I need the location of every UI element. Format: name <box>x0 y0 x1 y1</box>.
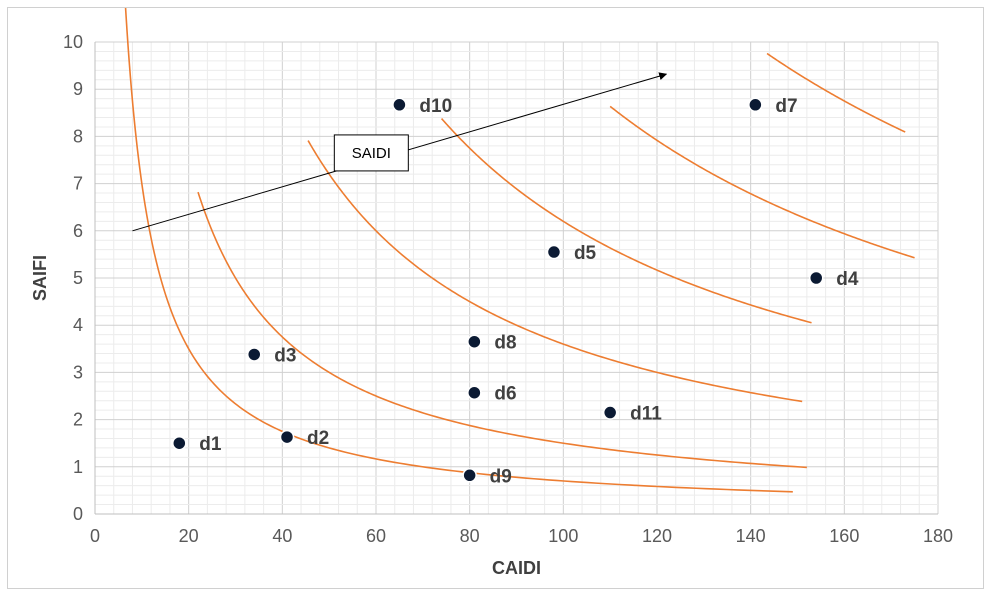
axes: 0 20 40 60 80 100 120 140 160 180 0 1 2 3 4 5 6 7 8 9 10 <box>63 32 953 546</box>
y-tick-label: 9 <box>73 79 83 99</box>
data-points: d1 d2 d3 d4 d5 d6 d7 d8 d9 d10 d11 <box>172 96 859 487</box>
y-tick-label: 10 <box>63 32 83 52</box>
data-label-d1: d1 <box>199 434 222 455</box>
scatter-chart: 0 20 40 60 80 100 120 140 160 180 0 1 2 3 4 5 6 7 8 9 10 SAI… <box>30 8 953 578</box>
data-point-d7 <box>748 97 763 113</box>
data-point-d3 <box>246 347 262 362</box>
y-tick-label: 3 <box>73 362 83 382</box>
data-label-d8: d8 <box>494 333 516 354</box>
saidi-annotation: SAIDI <box>132 72 668 232</box>
saidi-label: SAIDI <box>352 145 391 162</box>
iso-saidi-curve <box>307 140 803 403</box>
y-tick-label: 7 <box>73 174 83 194</box>
chart-frame: 0 20 40 60 80 100 120 140 160 180 0 1 2 3 4 5 6 7 8 9 10 SAI… <box>7 7 984 589</box>
y-tick-label: 8 <box>73 126 83 146</box>
data-point-d8 <box>467 334 482 349</box>
iso-saidi-curve <box>766 52 906 133</box>
y-tick-label: 5 <box>73 268 83 288</box>
x-tick-label: 20 <box>179 526 199 546</box>
data-label-d3: d3 <box>274 345 296 366</box>
iso-saidi-curve <box>609 105 915 259</box>
data-label-d4: d4 <box>836 269 859 290</box>
x-tick-label: 180 <box>923 526 953 546</box>
grid <box>94 41 939 515</box>
saidi-label-box <box>333 134 409 172</box>
x-tick-label: 0 <box>90 526 100 546</box>
x-tick-label: 160 <box>829 526 859 546</box>
x-tick-label: 60 <box>366 526 386 546</box>
data-point-d1 <box>172 435 187 451</box>
x-tick-label: 120 <box>642 526 672 546</box>
iso-saidi-curve <box>197 191 807 469</box>
iso-saidi-curve <box>440 118 812 324</box>
y-tick-label: 1 <box>73 457 83 477</box>
data-label-d7: d7 <box>775 96 797 117</box>
data-point-d4 <box>808 270 824 286</box>
x-tick-label: 80 <box>460 526 480 546</box>
data-label-d11: d11 <box>630 404 662 425</box>
data-point-d9 <box>462 468 477 483</box>
x-axis-title: CAIDI <box>492 558 541 578</box>
data-point-d11 <box>602 405 618 420</box>
x-tick-label: 140 <box>736 526 766 546</box>
y-tick-label: 6 <box>73 221 83 241</box>
data-point-d5 <box>546 244 562 260</box>
data-label-d6: d6 <box>494 384 516 405</box>
x-tick-label: 40 <box>272 526 292 546</box>
y-tick-label: 2 <box>73 410 83 430</box>
data-label-d2: d2 <box>307 428 329 449</box>
data-point-d10 <box>392 97 407 113</box>
data-label-d10: d10 <box>419 96 452 117</box>
x-tick-label: 100 <box>548 526 578 546</box>
y-tick-label: 4 <box>73 315 83 335</box>
data-label-d5: d5 <box>574 243 597 264</box>
data-point-d6 <box>467 385 482 400</box>
y-axis-title: SAIFI <box>30 255 50 301</box>
y-tick-label: 0 <box>73 504 83 524</box>
data-label-d9: d9 <box>490 466 512 487</box>
data-point-d2 <box>279 429 295 445</box>
